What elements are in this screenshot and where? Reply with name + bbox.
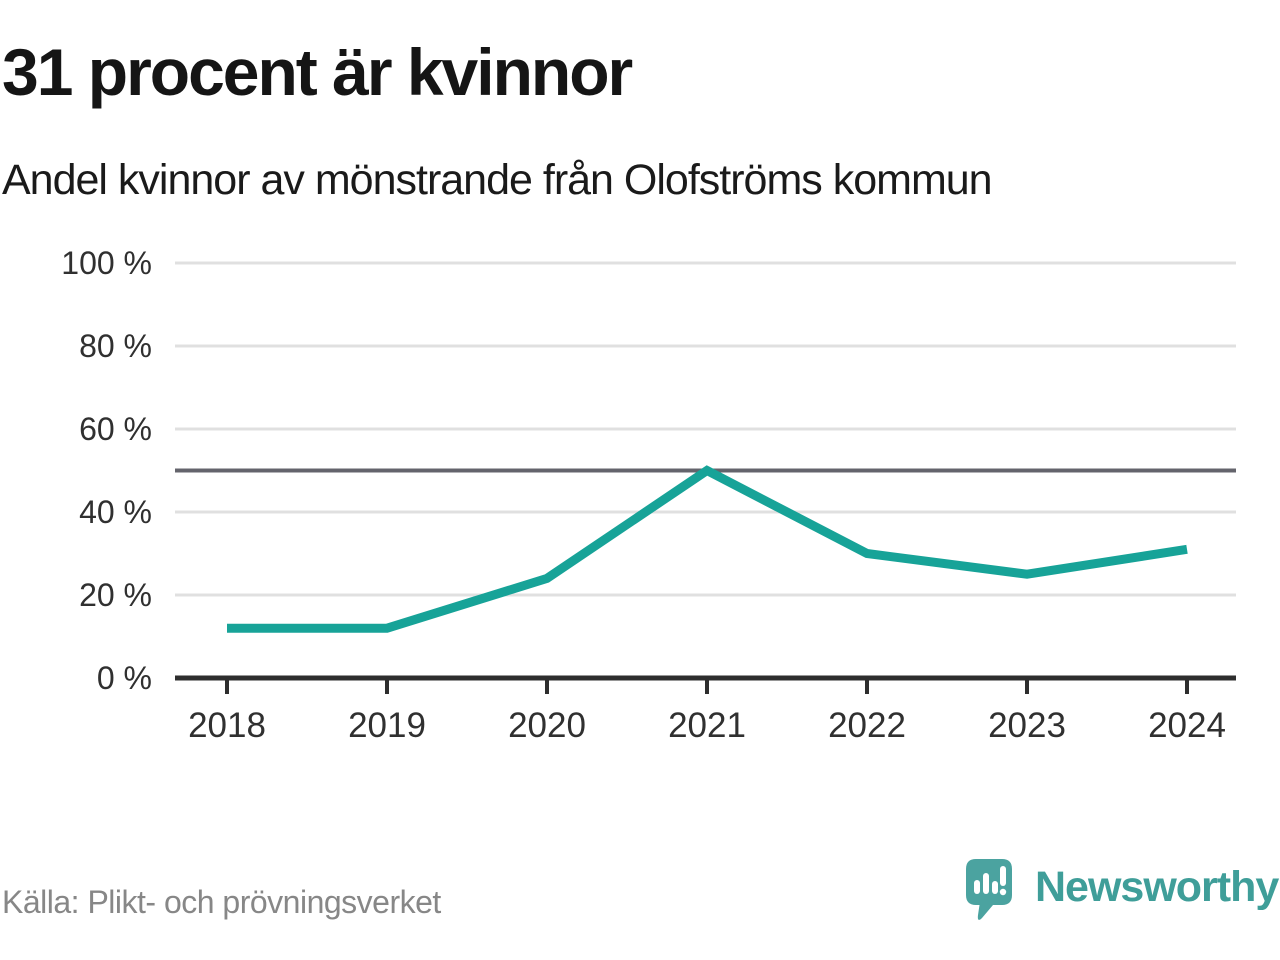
logo-bar-medium <box>992 881 998 894</box>
x-tick-label: 2023 <box>988 706 1066 745</box>
logo-exclamation-dot <box>999 888 1007 896</box>
chart-title: 31 procent är kvinnor <box>2 35 633 109</box>
x-tick-label: 2021 <box>668 706 746 745</box>
x-tick-label: 2024 <box>1148 706 1226 745</box>
y-tick-label: 60 % <box>79 411 152 447</box>
logo-bar-short <box>974 880 980 894</box>
logo-exclamation-bar <box>1000 866 1006 886</box>
chart-subtitle: Andel kvinnor av mönstrande från Olofstr… <box>2 156 993 204</box>
x-tick-label: 2020 <box>508 706 586 745</box>
y-tick-label: 0 % <box>97 660 152 696</box>
y-tick-label: 100 % <box>61 245 152 281</box>
source-label: Källa: Plikt- och prövningsverket <box>2 884 441 920</box>
newsworthy-brand: Newsworthy <box>963 858 1279 922</box>
x-tick-label: 2019 <box>348 706 426 745</box>
y-tick-label: 20 % <box>79 577 152 613</box>
data-line <box>227 465 1188 633</box>
newsworthy-logo-icon <box>966 859 1012 920</box>
logo-bar-tall <box>983 873 989 894</box>
x-tick-label: 2022 <box>828 706 906 745</box>
y-tick-label: 40 % <box>79 494 152 530</box>
y-tick-label: 80 % <box>79 328 152 364</box>
brand-name: Newsworthy <box>1035 863 1279 911</box>
x-tick-label: 2018 <box>188 706 266 745</box>
